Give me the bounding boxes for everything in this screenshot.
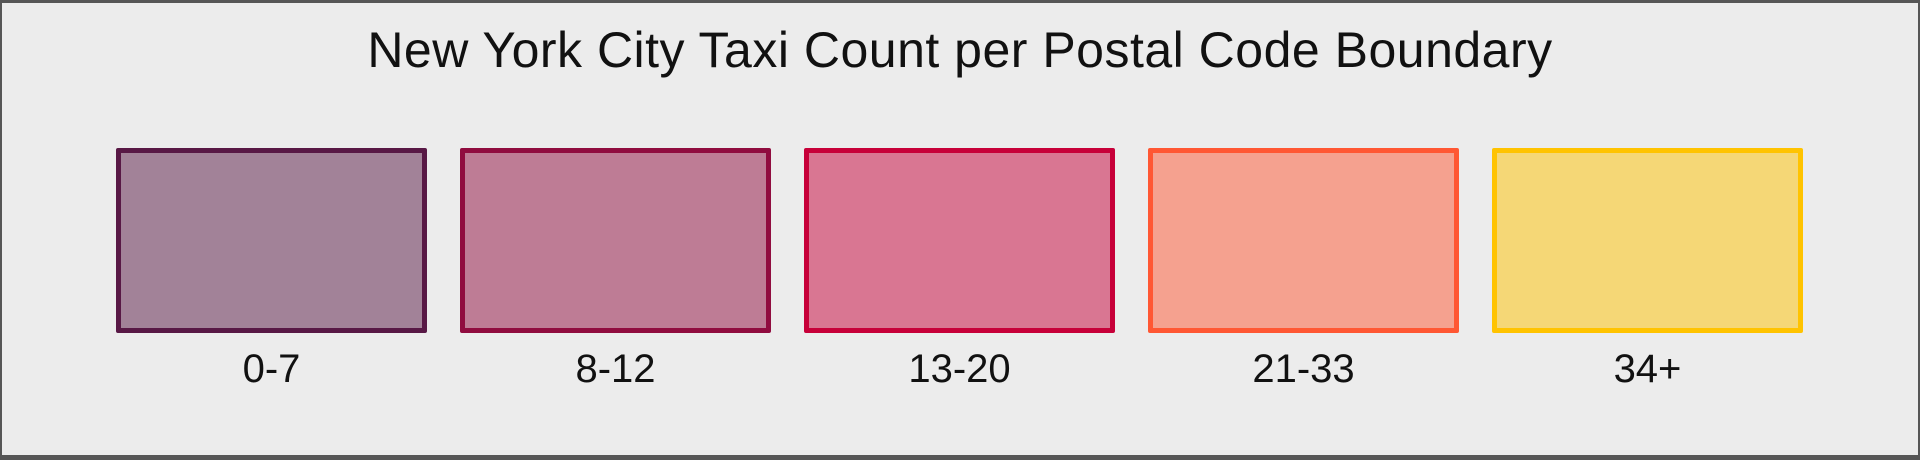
figure-title: New York City Taxi Count per Postal Code… [367, 22, 1553, 78]
legend-item: 34+ [1492, 148, 1803, 393]
legend-item-label: 21-33 [1252, 347, 1355, 391]
legend-item: 0-7 [116, 148, 427, 393]
legend-item: 8-12 [460, 148, 771, 393]
legend-item-label: 0-7 [242, 347, 301, 391]
legend-item-label: 8-12 [575, 347, 656, 391]
legend-swatch-21-33 [1148, 148, 1459, 333]
legend-item-label: 13-20 [908, 347, 1011, 391]
legend-swatch-8-12 [460, 148, 771, 333]
legend-item: 13-20 [804, 148, 1115, 393]
legend-swatch-13-20 [804, 148, 1115, 333]
legend-item-label: 34+ [1613, 347, 1682, 391]
legend-swatch-0-7 [116, 148, 427, 333]
legend-swatch-34-plus [1492, 148, 1803, 333]
legend: 0-7 8-12 13-20 21-33 34+ [116, 148, 1803, 393]
legend-item: 21-33 [1148, 148, 1459, 393]
